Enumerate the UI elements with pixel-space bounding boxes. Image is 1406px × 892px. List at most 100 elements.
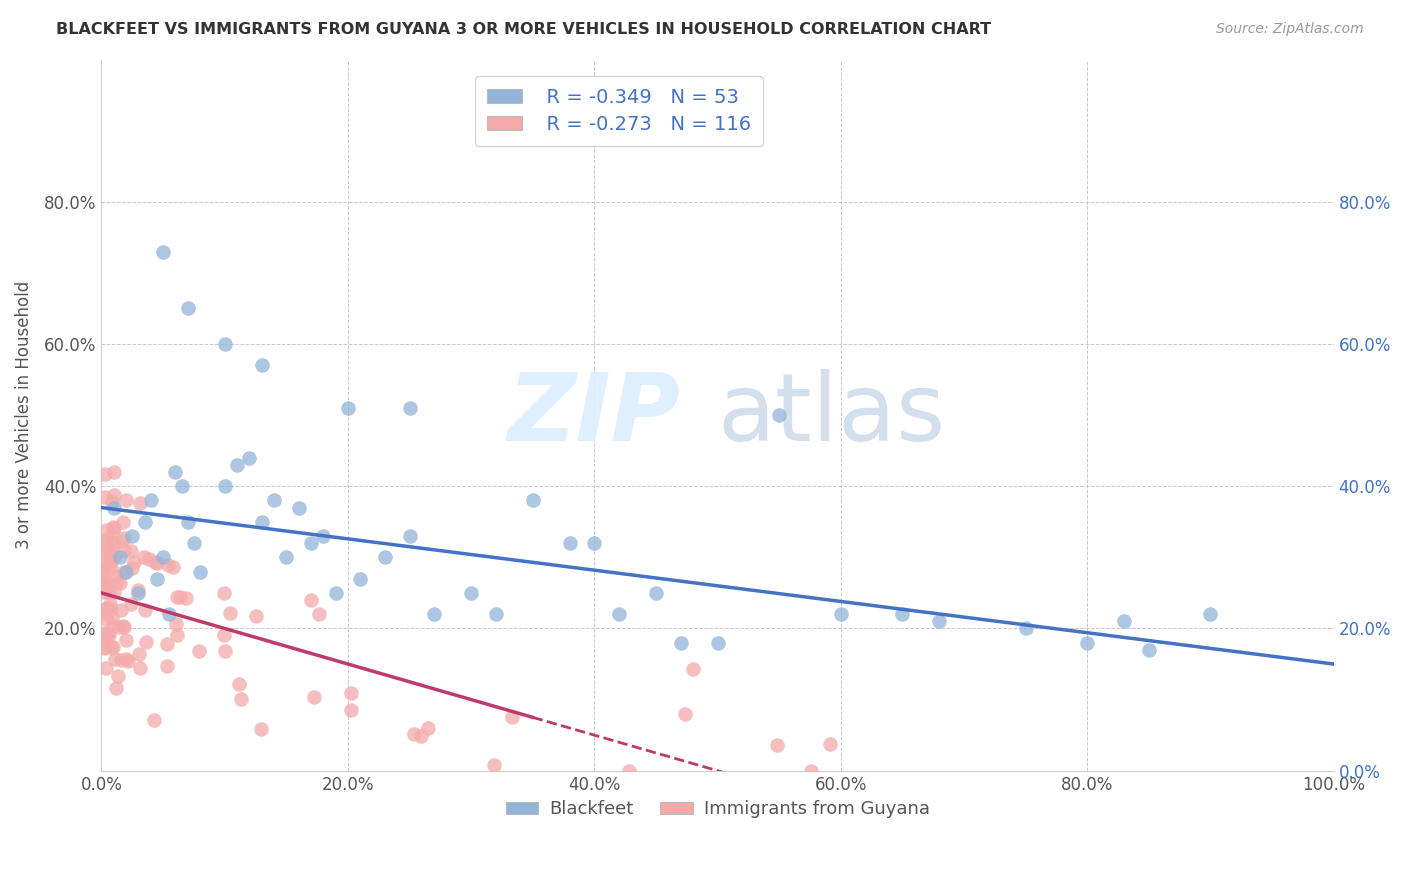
Point [98,585,121,599]
Point [218,606,240,620]
Point [226,458,249,472]
Point [139,493,162,508]
Point [800,764,823,778]
Point [152,244,174,259]
Point [121,560,143,574]
Point [128,496,150,510]
Point [134,602,156,616]
Point [212,628,235,642]
Point [98,597,121,611]
Point [108,620,131,634]
Point [98,553,121,567]
Point [156,659,179,673]
Point [120,543,142,558]
Point [134,515,156,529]
Point [111,534,134,549]
Point [818,737,841,751]
Point [485,607,508,622]
Point [96,575,118,590]
Point [138,552,160,566]
Point [325,586,347,600]
Point [276,550,298,565]
Point [110,653,132,667]
Point [122,555,145,569]
Point [166,590,188,604]
Point [91,625,114,640]
Point [91,575,114,590]
Point [607,607,630,622]
Point [112,542,135,557]
Point [143,555,166,569]
Point [263,493,285,508]
Point [103,520,125,534]
Point [229,692,252,706]
Point [94,541,117,556]
Point [460,586,482,600]
Point [214,479,236,493]
Point [1114,615,1136,629]
Point [212,586,235,600]
Point [558,536,581,550]
Point [238,450,260,465]
Point [165,465,187,479]
Point [287,500,309,515]
Point [349,572,371,586]
Point [94,629,117,643]
Point [103,500,125,515]
Point [94,661,117,675]
Point [482,758,505,772]
Point [115,493,138,508]
Point [768,408,790,422]
Point [105,575,128,590]
Point [93,640,115,655]
Point [91,565,114,579]
Text: Source: ZipAtlas.com: Source: ZipAtlas.com [1216,22,1364,37]
Point [91,562,114,576]
Point [93,607,115,621]
Point [111,515,134,529]
Point [402,727,425,741]
Point [120,597,142,611]
Point [105,681,128,695]
Point [107,669,129,683]
Point [117,654,139,668]
Point [214,644,236,658]
Point [101,524,124,538]
Point [765,738,787,752]
Point [96,532,118,546]
Point [97,626,120,640]
Point [94,491,117,505]
Point [96,611,118,625]
Point [418,721,440,735]
Point [110,603,132,617]
Point [645,586,668,600]
Point [501,710,523,724]
Point [183,536,205,550]
Point [398,529,420,543]
Point [121,529,143,543]
Text: ZIP: ZIP [508,369,681,461]
Point [165,616,187,631]
Point [112,618,135,632]
Point [100,640,122,654]
Point [177,301,200,316]
Point [127,586,149,600]
Point [1014,622,1036,636]
Point [340,686,363,700]
Point [103,550,125,565]
Point [157,607,180,622]
Point [110,576,132,591]
Point [1199,607,1222,622]
Point [308,607,330,622]
Point [1076,636,1098,650]
Point [94,640,117,655]
Point [522,493,544,508]
Point [152,550,174,565]
Point [302,690,325,704]
Legend: Blackfeet, Immigrants from Guyana: Blackfeet, Immigrants from Guyana [498,793,936,826]
Point [169,590,191,604]
Y-axis label: 3 or more Vehicles in Household: 3 or more Vehicles in Household [15,281,32,549]
Point [142,714,165,728]
Point [166,628,188,642]
Point [94,555,117,569]
